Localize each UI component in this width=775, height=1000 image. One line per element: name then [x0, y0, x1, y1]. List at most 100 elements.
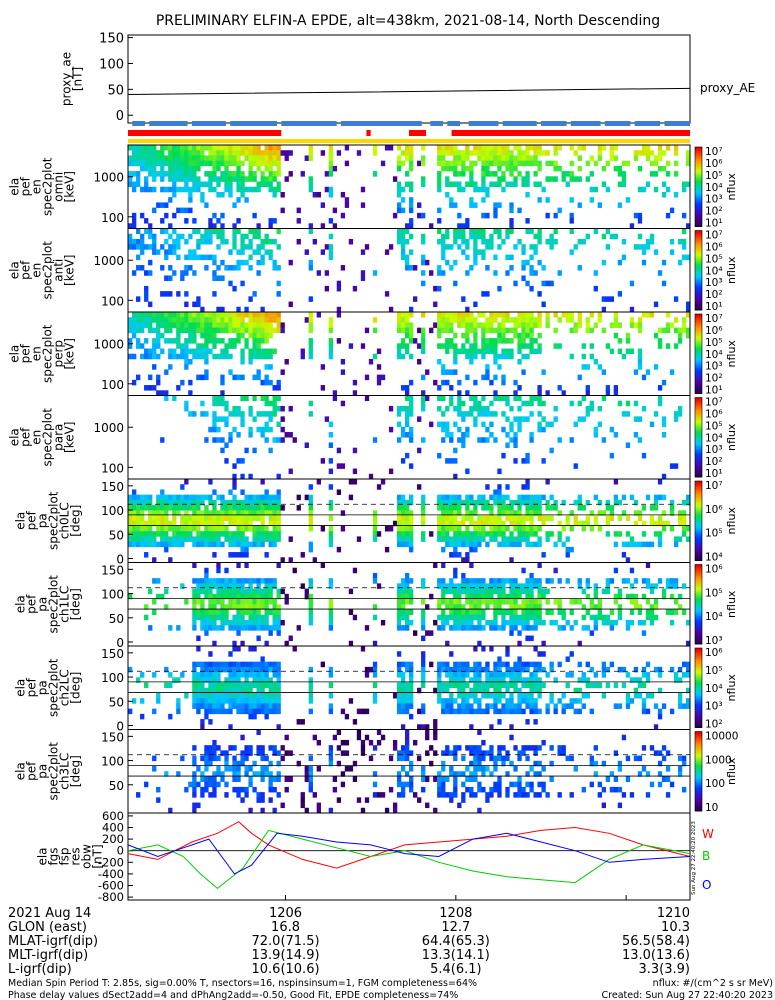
spectrogram-cell [545, 421, 550, 428]
spectrogram-cell [212, 499, 217, 506]
spectrogram-cell [388, 426, 394, 433]
spectrogram-cell [212, 155, 217, 161]
spectrogram-cell [172, 249, 177, 255]
spectrogram-cell [529, 400, 534, 407]
spectrogram-cell [433, 724, 438, 730]
spectrogram-cell [256, 494, 261, 501]
spectrogram-cell [192, 353, 197, 360]
spectrogram-cell [573, 421, 578, 428]
spectrogram-cell [236, 630, 241, 636]
spectrogram-cell [160, 520, 165, 527]
spectrogram-cell [453, 332, 458, 339]
spectrogram-cell [657, 400, 663, 407]
spectrogram-cell [400, 520, 406, 527]
spectrogram-cell [609, 510, 615, 516]
spectrogram-cell [437, 687, 442, 694]
spectrogram-cell [505, 338, 510, 344]
spectrogram-cell [473, 145, 478, 151]
spectrogram-cell [176, 317, 181, 323]
colorbar-swatch [695, 401, 702, 404]
spectrogram-cell [404, 228, 410, 235]
spectrogram-cell [140, 150, 145, 156]
spectrogram-cell [208, 604, 213, 610]
spectrogram-cell [537, 619, 542, 626]
colorbar-swatch [695, 274, 702, 277]
spectrogram-cell [248, 604, 253, 610]
spectrogram-cell [509, 578, 514, 584]
spectrogram-cell [284, 734, 289, 741]
spectrogram-cell [352, 447, 358, 454]
spectrogram-cell [192, 661, 197, 668]
spectrogram-cell [529, 692, 534, 699]
flag-bar-blue [502, 121, 537, 126]
spectrogram-cell [601, 614, 606, 621]
spectrogram-cell [240, 176, 245, 182]
spectrogram-cell [421, 599, 426, 605]
spectrogram-cell [192, 536, 197, 542]
spectrogram-cell [136, 792, 141, 798]
spectrogram-cell [589, 327, 594, 334]
spectrogram-cell [521, 150, 526, 156]
spectrogram-cell [489, 348, 494, 355]
spectrogram-cell [240, 672, 245, 678]
spectrogram-cell [212, 145, 217, 151]
spectrogram-cell [236, 614, 241, 621]
spectrogram-cell [264, 426, 269, 433]
spectrogram-cell [212, 317, 217, 323]
spectrogram-cell [212, 259, 217, 266]
spectrogram-cell [633, 687, 639, 694]
colorbar-swatch [695, 399, 702, 402]
spectrogram-cell [577, 165, 582, 172]
spectrogram-cell [232, 698, 237, 704]
spectrogram-cell [180, 233, 185, 240]
spectrogram-cell [224, 343, 229, 349]
spectrogram-cell [621, 181, 627, 188]
spectrogram-cell [204, 703, 209, 709]
spectrogram-cell [196, 583, 201, 589]
colorbar-tick-label: 10⁴ [705, 683, 723, 695]
spectrogram-cell [477, 541, 482, 548]
spectrogram-cell [172, 228, 177, 235]
spectrogram-cell [400, 353, 406, 360]
spectrogram-cell [453, 682, 458, 689]
spectrogram-cell [605, 619, 611, 626]
spectrogram-cell [244, 692, 249, 699]
spectrogram-cell [537, 343, 542, 349]
spectrogram-cell [216, 218, 221, 224]
colorbar-swatch [695, 481, 702, 484]
spectrogram-cell [645, 369, 651, 375]
spectrogram-cell [517, 656, 522, 662]
spectrogram-cell [469, 531, 474, 537]
spectrogram-cell [256, 682, 261, 689]
colorbar-swatch [695, 315, 702, 319]
colorbar-swatch [695, 224, 702, 227]
spectrogram-cell [340, 212, 346, 219]
spectrogram-cell [437, 494, 442, 501]
spectrogram-cell [212, 150, 217, 156]
colorbar-swatch [695, 469, 702, 472]
spectrogram-cell [409, 463, 414, 469]
spectrogram-cell [396, 327, 402, 334]
spectrogram-cell [449, 385, 454, 391]
spectrogram-cell [465, 499, 470, 506]
colorbar-tick-label: 10² [705, 206, 723, 218]
spectrogram-cell [176, 165, 181, 172]
colorbar-swatch [695, 210, 702, 214]
spectrogram-cell [344, 160, 350, 167]
spectrogram-cell [649, 238, 655, 245]
spectrogram-cell [244, 755, 249, 762]
spectrogram-cell [513, 145, 518, 151]
spectrogram-cell [156, 531, 161, 537]
spectrogram-cell [477, 520, 482, 527]
spectrogram-cell [352, 379, 358, 386]
colorbar-swatch [695, 331, 702, 335]
spectrogram-cell [192, 755, 197, 762]
spectrogram-cell [513, 437, 518, 443]
spectrogram-cell [232, 755, 237, 762]
spectrogram-cell [164, 212, 169, 219]
spectrogram-cell [521, 265, 526, 271]
spectrogram-cell [244, 599, 249, 605]
spectrogram-cell [453, 447, 458, 454]
spectrogram-cell [457, 703, 462, 709]
flag-bar-red [451, 130, 690, 136]
